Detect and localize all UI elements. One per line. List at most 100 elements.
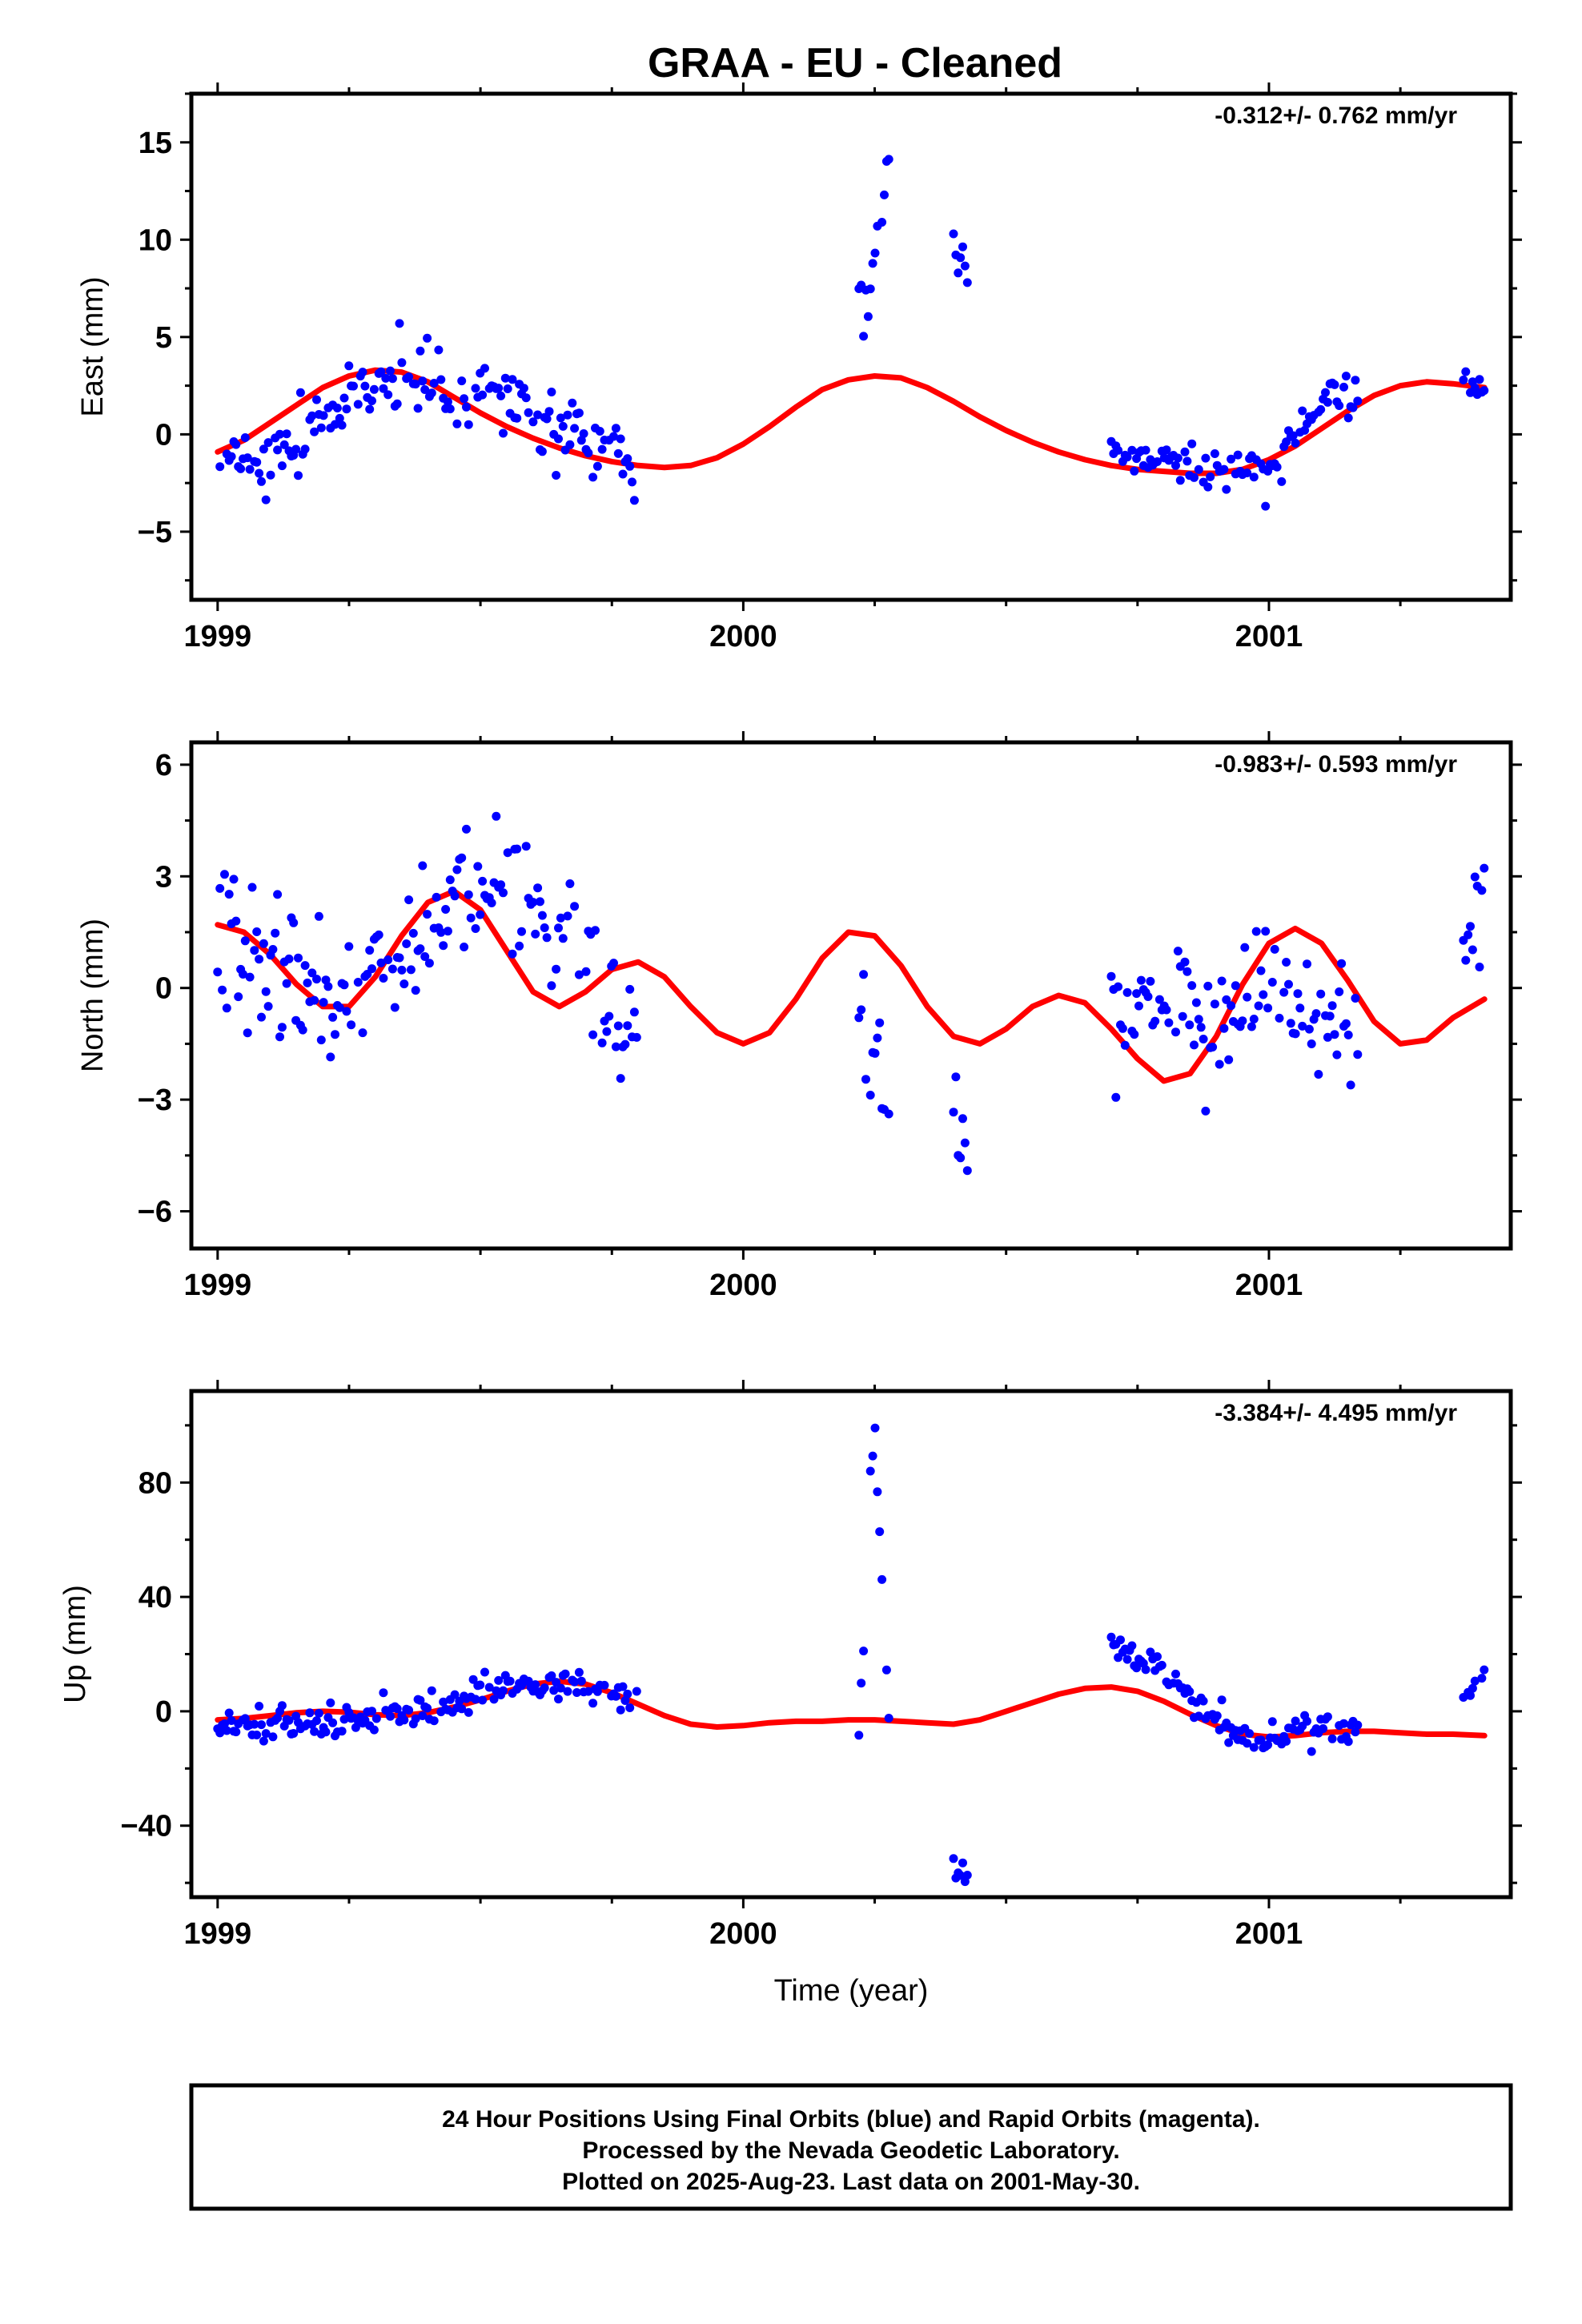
data-point	[420, 385, 430, 394]
data-point	[565, 879, 575, 888]
data-point	[268, 945, 278, 954]
data-point	[1114, 445, 1123, 455]
x-tick-label: 2000	[709, 620, 777, 653]
data-point	[508, 949, 517, 959]
data-point	[436, 375, 446, 384]
data-point	[568, 398, 577, 408]
data-point	[533, 410, 543, 420]
data-point	[1256, 1735, 1266, 1745]
y-tick-label: 3	[155, 860, 172, 894]
data-point	[386, 366, 395, 376]
data-point	[547, 981, 556, 991]
data-point	[499, 888, 508, 898]
data-point	[1261, 927, 1271, 936]
data-point	[418, 861, 428, 870]
data-point	[257, 1720, 266, 1730]
data-point	[1475, 375, 1484, 384]
panel-north-frame	[189, 740, 1513, 1251]
data-point	[466, 913, 476, 923]
data-point	[445, 875, 455, 885]
y-tick-label: −6	[138, 1196, 172, 1229]
data-point	[533, 883, 543, 893]
data-point	[321, 1727, 331, 1737]
data-point	[1259, 990, 1268, 999]
data-point	[1249, 1743, 1259, 1752]
data-point	[1240, 943, 1250, 952]
data-point	[584, 448, 593, 458]
data-point	[353, 400, 363, 409]
x-tick-label: 1999	[184, 1917, 252, 1951]
data-point	[1351, 376, 1360, 385]
data-point	[1212, 1711, 1222, 1720]
data-point	[392, 399, 402, 408]
data-point	[1194, 464, 1203, 474]
data-point	[1132, 1663, 1142, 1673]
fit-curve	[215, 367, 1488, 476]
data-point	[305, 1708, 315, 1718]
data-point	[1272, 462, 1282, 472]
data-point	[1263, 1740, 1273, 1750]
data-point	[865, 1466, 875, 1476]
data-point	[956, 1871, 966, 1880]
data-point	[390, 1003, 400, 1012]
data-point	[347, 1020, 356, 1030]
data-point	[240, 433, 250, 442]
data-point	[519, 384, 528, 393]
data-point	[291, 444, 301, 454]
data-point	[386, 1711, 395, 1721]
data-point	[250, 946, 259, 955]
data-point	[613, 448, 623, 458]
data-point	[524, 408, 533, 417]
panel-east-fit	[215, 367, 1488, 476]
data-point	[560, 1669, 570, 1679]
data-point	[473, 862, 483, 871]
data-point	[314, 1708, 323, 1718]
data-point	[1153, 457, 1162, 466]
data-point	[1319, 1724, 1328, 1733]
data-point	[476, 910, 485, 919]
data-point	[1323, 1032, 1332, 1042]
data-point	[289, 1729, 299, 1738]
data-point	[1136, 975, 1146, 985]
data-point	[259, 444, 268, 454]
data-point	[1222, 485, 1231, 494]
data-point	[367, 964, 376, 974]
data-point	[857, 1679, 866, 1688]
data-point	[277, 1701, 287, 1711]
data-point	[1118, 1023, 1127, 1033]
data-point	[427, 1686, 436, 1695]
data-point	[1327, 1734, 1337, 1743]
data-point	[588, 1030, 598, 1039]
panel-up-rate-label: -3.384+/- 4.495 mm/yr	[1215, 1400, 1457, 1426]
data-point	[252, 927, 262, 936]
data-point	[960, 261, 970, 271]
data-point	[499, 1686, 508, 1695]
data-point	[337, 1727, 347, 1736]
data-point	[1251, 927, 1261, 936]
data-point	[616, 434, 625, 444]
data-point	[339, 980, 349, 990]
data-point	[623, 1689, 632, 1699]
data-point	[884, 155, 893, 164]
data-point	[263, 1002, 273, 1011]
data-point	[300, 961, 310, 971]
panel-east-points	[215, 155, 1489, 511]
data-point	[1279, 987, 1289, 997]
data-point	[263, 438, 273, 448]
data-point	[344, 942, 354, 951]
data-point	[1261, 501, 1271, 511]
y-tick-label: 0	[155, 418, 172, 452]
data-point	[358, 368, 367, 377]
data-point	[609, 432, 618, 441]
data-point	[616, 1074, 625, 1084]
data-point	[588, 1699, 598, 1708]
data-point	[576, 436, 586, 445]
data-point	[588, 472, 598, 482]
footer-box: 24 Hour Positions Using Final Orbits (bl…	[189, 2083, 1513, 2211]
x-tick-label: 2000	[709, 1269, 777, 1302]
footer-frame	[189, 2083, 1513, 2211]
data-point	[861, 1075, 870, 1084]
panel-north-rate-label: -0.983+/- 0.593 mm/yr	[1215, 751, 1457, 778]
data-point	[261, 987, 271, 996]
data-point	[1150, 1016, 1160, 1026]
